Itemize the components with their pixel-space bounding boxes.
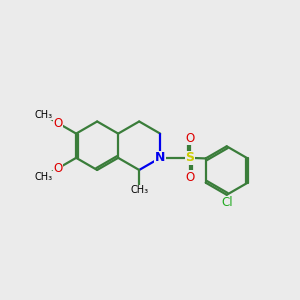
Text: CH₃: CH₃ (34, 110, 52, 119)
Text: CH₃: CH₃ (130, 185, 148, 195)
Text: O: O (53, 117, 63, 130)
Text: CH₃: CH₃ (34, 172, 52, 182)
Text: O: O (185, 171, 194, 184)
Text: S: S (185, 152, 194, 164)
Text: N: N (155, 152, 165, 164)
Text: Cl: Cl (221, 196, 232, 209)
Text: O: O (53, 162, 63, 175)
Text: O: O (185, 132, 194, 145)
